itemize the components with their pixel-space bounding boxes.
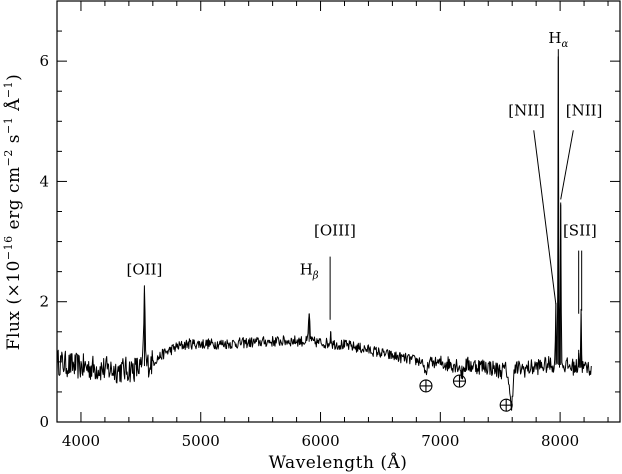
- annotation-layer: [OII] Hβ [OIII] [NII] Hα [NII] [SII]: [127, 29, 603, 412]
- line-label-NII-left: [NII]: [508, 101, 545, 119]
- y-tick-label: 4: [39, 172, 49, 190]
- tick-layer: 4000 5000 6000 7000 8000 0 2 4 6: [39, 0, 620, 450]
- x-tick-label: 5000: [182, 432, 220, 450]
- line-label-NII-right: [NII]: [566, 101, 603, 119]
- y-tick-label: 6: [39, 52, 49, 70]
- plot-frame: [56, 0, 621, 423]
- y-tick-label: 2: [39, 293, 49, 311]
- spectrum-line: [56, 56, 592, 411]
- telluric-earth-icon: [452, 374, 467, 388]
- x-tick-label: 7000: [421, 432, 459, 450]
- x-axis-title: Wavelength (Å): [269, 452, 408, 473]
- x-tick-label: 4000: [62, 432, 100, 450]
- y-axis-title: Flux (×10−16 erg cm−2 s−1 Å−1): [2, 74, 24, 351]
- spectrum-layer: [56, 49, 592, 411]
- line-label-Halpha: Hα: [548, 29, 568, 50]
- line-label-Hbeta: Hβ: [300, 261, 319, 282]
- line-label-SII: [SII]: [563, 222, 597, 240]
- y-tick-label: 0: [39, 413, 49, 431]
- telluric-earth-icon: [419, 379, 433, 393]
- x-tick-label: 8000: [541, 432, 579, 450]
- line-pointer-NII-right: [560, 130, 574, 200]
- line-label-OIII: [OIII]: [314, 222, 356, 240]
- line-label-OII: [OII]: [127, 261, 163, 279]
- x-tick-label: 6000: [301, 432, 339, 450]
- telluric-earth-icon: [499, 398, 513, 412]
- line-pointer-NII-left: [533, 130, 557, 305]
